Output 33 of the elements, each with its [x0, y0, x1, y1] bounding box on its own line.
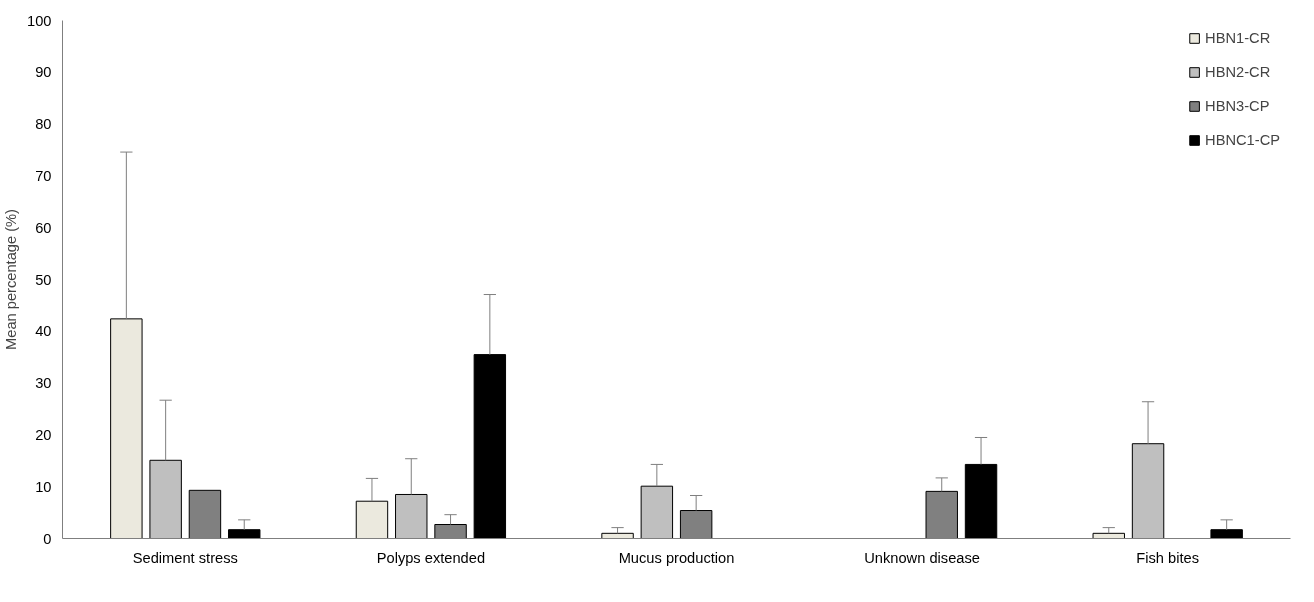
y-tick-label: 50 [35, 271, 52, 288]
bar [601, 532, 634, 539]
x-tick-label: Polyps extended [376, 549, 486, 566]
y-tick-label: 100 [27, 12, 52, 29]
y-tick-label: 80 [35, 116, 52, 133]
bar [355, 500, 389, 539]
x-tick-label: Mucus production [618, 549, 735, 566]
y-tick-label: 70 [35, 167, 52, 184]
legend-label: HBN2-CR [1205, 64, 1271, 80]
bar [149, 459, 182, 539]
bar [640, 485, 674, 539]
bar [1092, 532, 1125, 539]
bar [473, 354, 507, 539]
bar [110, 318, 143, 539]
legend-label: HBN3-CP [1205, 98, 1270, 114]
bar [964, 463, 998, 539]
x-tick-label: Fish bites [1136, 549, 1200, 566]
bar [1131, 443, 1165, 539]
legend-label: HBN1-CR [1205, 30, 1271, 46]
y-tick-label: 20 [35, 426, 52, 443]
x-tick-label: Unknown disease [864, 549, 980, 566]
legend-label: HBNC1-CP [1205, 132, 1280, 148]
y-tick-label: 0 [43, 530, 52, 547]
bar [395, 493, 428, 539]
bar [1210, 529, 1243, 539]
bar [228, 529, 261, 539]
y-tick-label: 60 [35, 219, 52, 236]
y-axis-title: Mean percentage (%) [3, 209, 20, 350]
y-tick-label: 30 [35, 375, 52, 392]
y-tick-label: 10 [35, 478, 52, 495]
y-tick-label: 40 [35, 323, 52, 340]
y-tick-label: 90 [35, 64, 52, 81]
x-tick-label: Sediment stress [132, 549, 238, 566]
